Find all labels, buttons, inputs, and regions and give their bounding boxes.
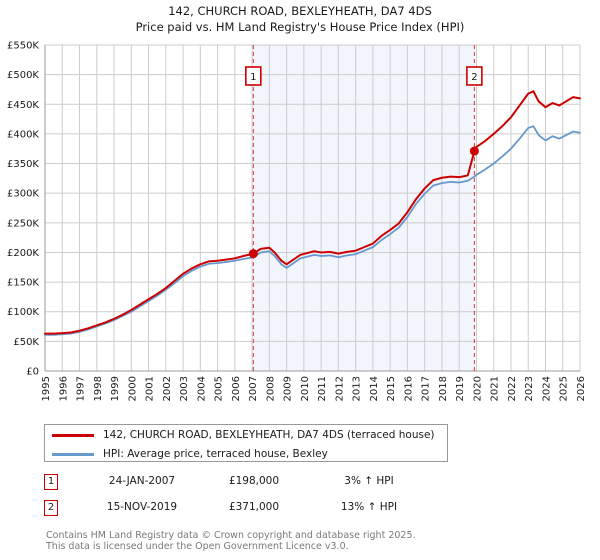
x-axis-tick-label: 1996 [58,376,69,401]
y-axis-tick-label: £0 [26,367,39,378]
y-axis-tick-label: £350K [7,159,39,170]
legend-swatch-property [52,433,94,437]
y-axis-tick-label: £200K [7,248,39,259]
y-axis-tick-label: £250K [7,218,39,229]
event-label-box-1[interactable] [245,66,262,86]
title-line-1: 142, CHURCH ROAD, BEXLEYHEATH, DA7 4DS [168,4,432,18]
event-label-text-2: 2 [471,72,477,83]
event-label-text-1: 1 [250,72,256,83]
x-axis-tick-label: 2018 [438,376,449,401]
y-axis-tick-label: £400K [7,129,39,140]
chart-legend: 142, CHURCH ROAD, BEXLEYHEATH, DA7 4DS (… [44,424,448,462]
x-axis-tick-label: 2001 [145,376,156,401]
sale-point-2[interactable] [469,146,479,156]
y-axis-tick-label: £500K [7,70,39,81]
x-axis-tick-label: 2026 [576,376,587,401]
x-axis-tick-label: 2003 [179,376,190,401]
title-line-2: Price paid vs. HM Land Registry's House … [135,20,465,34]
x-axis-tick-label: 2004 [196,376,207,401]
x-axis-tick-label: 2006 [231,376,242,401]
x-axis-tick-label: 2023 [524,376,535,401]
x-axis-tick-label: 2011 [317,376,328,401]
shaded-ownership-band [253,45,475,371]
footer-line-1: Contains HM Land Registry data © Crown c… [46,530,416,541]
transaction-hpi-delta-1: 3% ↑ HPI [344,475,394,487]
footer-line-2: This data is licensed under the Open Gov… [46,541,349,552]
x-axis-tick-label: 2008 [265,376,276,401]
y-axis-tick-label: £450K [7,100,39,111]
x-axis-tick-label: 2025 [559,376,570,401]
x-axis-tick-label: 2013 [352,376,363,401]
y-axis-tick-label: £150K [7,278,39,289]
legend-swatch-hpi [52,452,94,456]
y-axis-tick-label: £100K [7,307,39,318]
transaction-badge-2: 2 [44,500,58,516]
x-axis-tick-label: 2009 [283,376,294,401]
y-axis-tick-label: £50K [13,337,39,348]
x-axis-tick-label: 2022 [507,376,518,401]
hpi-average-line [44,125,581,336]
x-axis-tick-label: 2024 [541,376,552,401]
event-label-box-2[interactable] [466,66,483,86]
x-axis-tick-label: 2014 [369,376,380,401]
y-axis-tick-label: £300K [7,189,39,200]
x-axis-tick-label: 2020 [472,376,483,401]
table-row[interactable]: 1 24-JAN-2007 £198,000 3% ↑ HPI [44,472,494,498]
table-row[interactable]: 2 15-NOV-2019 £371,000 13% ↑ HPI [44,498,494,524]
transaction-price-2: £371,000 [228,501,280,513]
x-axis-tick-label: 2005 [214,376,225,401]
legend-entry-hpi: HPI: Average price, terraced house, Bexl… [45,445,447,463]
transaction-price-1: £198,000 [228,475,280,487]
x-axis-tick-label: 2010 [300,376,311,401]
x-axis-tick-label: 2021 [490,376,501,401]
transaction-date-2: 15-NOV-2019 [106,501,178,513]
y-axis-tick-label: £550K [7,41,39,52]
x-axis-tick-label: 1999 [110,376,121,401]
sale-point-1[interactable] [248,249,258,259]
page-title: 142, CHURCH ROAD, BEXLEYHEATH, DA7 4DS P… [0,3,600,35]
x-axis-tick-label: 2015 [386,376,397,401]
legend-entry-property: 142, CHURCH ROAD, BEXLEYHEATH, DA7 4DS (… [45,426,447,444]
x-axis-tick-label: 2017 [421,376,432,401]
transaction-hpi-delta-2: 13% ↑ HPI [340,501,398,513]
x-axis-tick-label: 2002 [162,376,173,401]
price-chart-plot: 1995 1996 1997 1998 1999 2000 2001 2002 2003 2004… [7,41,587,402]
legend-label-hpi: HPI: Average price, terraced house, Bexl… [103,448,328,460]
x-axis-tick-label: 1998 [93,376,104,401]
x-axis-tick-label: 1995 [41,376,52,401]
x-axis-tick-label: 2019 [455,376,466,401]
transactions-table: 1 24-JAN-2007 £198,000 3% ↑ HPI 2 15-NOV… [44,472,494,524]
transaction-date-1: 24-JAN-2007 [108,475,176,487]
x-axis-tick-label: 2016 [403,376,414,401]
copyright-footer: Contains HM Land Registry data © Crown c… [46,530,586,552]
x-axis-tick-label: 2000 [127,376,138,401]
property-price-line [44,90,581,335]
x-axis-tick-label: 2007 [248,376,259,401]
legend-label-property: 142, CHURCH ROAD, BEXLEYHEATH, DA7 4DS (… [103,429,435,441]
x-axis-tick-label: 2012 [334,376,345,401]
x-axis-tick-label: 1997 [76,376,87,401]
transaction-badge-1: 1 [44,474,58,490]
